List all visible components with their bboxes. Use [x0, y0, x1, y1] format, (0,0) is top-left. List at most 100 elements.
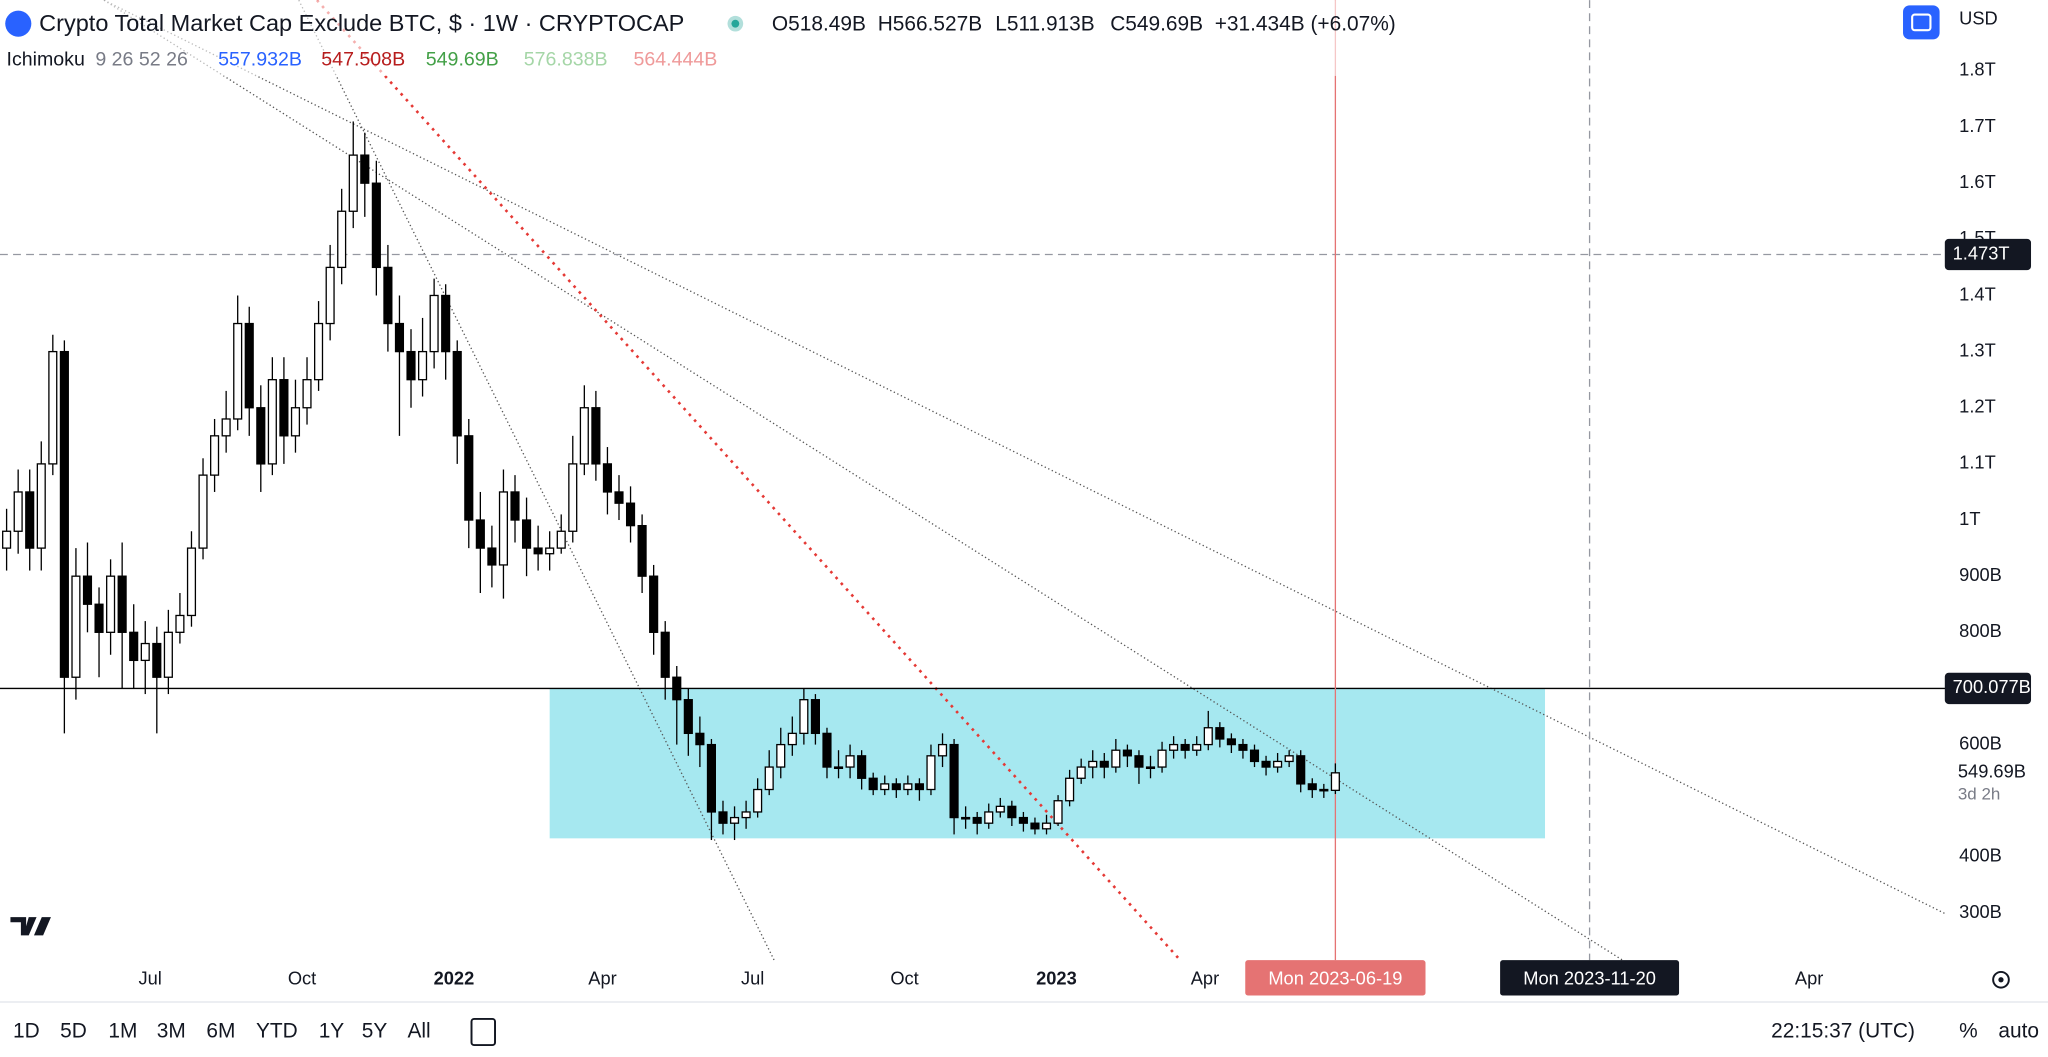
x-tick-label: 2023 — [1036, 968, 1077, 989]
candle-body — [487, 547, 497, 566]
currency[interactable]: USD — [1959, 8, 1998, 29]
x-tick-label: Oct — [288, 968, 316, 989]
candle-body — [1261, 760, 1271, 768]
candle-body — [741, 811, 751, 819]
legend-backdrop — [0, 0, 1424, 76]
candle-body — [1088, 760, 1098, 768]
candle-body — [1215, 727, 1225, 740]
crosshair-label: Mon 2023-06-19 — [1268, 968, 1402, 989]
candle-body — [1284, 755, 1294, 763]
candle-body — [129, 631, 139, 662]
y-tick-label: 800B — [1959, 620, 2002, 641]
auto-toggle[interactable]: auto — [1998, 1020, 2039, 1043]
range-button[interactable]: 1D — [13, 1020, 40, 1043]
range-button[interactable]: 3M — [157, 1020, 186, 1043]
candle-body — [729, 816, 740, 824]
tv-logo — [10, 917, 51, 936]
candle-body — [1099, 760, 1109, 768]
symbol-logo[interactable] — [5, 10, 32, 37]
range-button[interactable]: 1Y — [319, 1020, 345, 1043]
date-marker-label-box — [1500, 960, 1680, 996]
ohlc-close: C549.69B — [1110, 13, 1203, 36]
candle-body — [926, 755, 936, 791]
candle-body — [25, 491, 35, 549]
range-button[interactable]: 5Y — [362, 1020, 388, 1043]
y-tick-label: 1.6T — [1959, 171, 1996, 192]
candle-body — [337, 210, 347, 269]
candle-body — [452, 350, 462, 437]
candle-body — [210, 435, 220, 476]
x-tick-label: Oct — [890, 968, 918, 989]
candle-body — [568, 463, 578, 532]
date-range-icon[interactable] — [470, 1017, 496, 1047]
indicator-name[interactable]: Ichimoku — [7, 48, 85, 70]
candle-body — [441, 294, 451, 353]
screenshot-icon — [1911, 13, 1932, 32]
settings-icon[interactable] — [1992, 970, 2010, 989]
candle-body — [1169, 743, 1179, 751]
candle-body — [984, 811, 994, 824]
candle-body — [510, 491, 520, 521]
candle-body — [59, 350, 69, 678]
candle-body — [152, 642, 162, 678]
candle-body — [475, 519, 485, 549]
candle-body — [602, 463, 613, 493]
range-button[interactable]: 6M — [206, 1020, 235, 1043]
range-button[interactable]: YTD — [256, 1020, 298, 1043]
candle-body — [649, 575, 659, 633]
percent-toggle[interactable]: % — [1959, 1020, 1978, 1043]
candle-body — [244, 322, 254, 409]
candle-body — [348, 154, 358, 212]
range-button[interactable]: 5D — [60, 1020, 87, 1043]
candle-body — [533, 547, 543, 555]
status-dot-core — [731, 19, 740, 28]
candle-body — [695, 732, 705, 746]
candle-body — [314, 322, 324, 381]
range-box — [549, 688, 1546, 839]
candle-body — [1111, 749, 1121, 768]
indicator-value: 557.932B — [218, 48, 302, 70]
candle-body — [614, 491, 624, 504]
indicator-params: 9 26 52 26 — [95, 48, 188, 70]
candle-body — [1030, 822, 1040, 830]
candle-body — [464, 435, 474, 521]
range-button[interactable]: All — [408, 1020, 431, 1043]
candle-body — [1076, 766, 1086, 779]
candle-body — [799, 699, 809, 735]
candle-body — [591, 407, 601, 465]
candle-body — [140, 642, 150, 662]
candle-body — [36, 463, 46, 549]
candle-body — [1134, 755, 1144, 768]
candle-body — [1330, 772, 1340, 792]
candle-body — [764, 766, 774, 791]
x-tick-label: Jul — [741, 968, 764, 989]
candle-body — [845, 755, 855, 768]
candle-body — [1157, 749, 1167, 768]
x-tick-label: Apr — [588, 968, 616, 989]
candle-body — [949, 743, 959, 819]
candle-body — [1180, 743, 1190, 751]
candle-body — [1041, 822, 1052, 830]
symbol-title[interactable]: Crypto Total Market Cap Exclude BTC, $ ·… — [39, 10, 684, 36]
plot-area — [0, 0, 1947, 962]
candle-body — [660, 631, 670, 678]
candle-body — [1273, 760, 1283, 768]
range-button[interactable]: 1M — [108, 1020, 137, 1043]
candle-body — [914, 783, 924, 791]
candle-body — [279, 379, 289, 437]
candle-body — [186, 547, 197, 617]
ohlc-change: +31.434B (+6.07%) — [1215, 13, 1396, 36]
indicator-value: 547.508B — [321, 48, 405, 70]
candle-body — [718, 811, 728, 824]
clock: 22:15:37 (UTC) — [1771, 1020, 1915, 1043]
y-tick-label: 900B — [1959, 564, 2002, 585]
screenshot-button[interactable] — [1903, 5, 1940, 40]
crosshair-label-box — [1245, 960, 1426, 996]
candle-body — [1203, 727, 1213, 746]
candle-body — [995, 805, 1005, 813]
candle-body — [857, 755, 867, 779]
candle-body — [429, 294, 439, 353]
